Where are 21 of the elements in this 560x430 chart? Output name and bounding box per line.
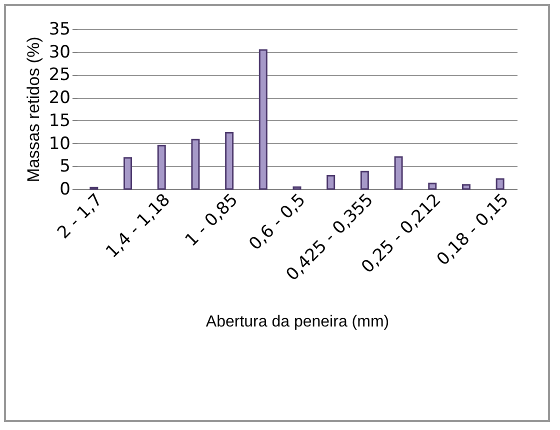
bar [258, 49, 268, 190]
y-tick-label: 0 [60, 180, 70, 200]
y-tick-label: 15 [48, 110, 70, 131]
y-tick-label: 25 [48, 65, 70, 86]
bar [462, 184, 470, 190]
y-tick-label: 10 [48, 134, 70, 154]
y-tick-label: 20 [48, 88, 70, 108]
bar [394, 156, 403, 190]
bar [124, 157, 132, 190]
bar [157, 144, 166, 190]
bar [496, 178, 504, 190]
y-tick-label: 35 [48, 20, 70, 40]
bar [225, 132, 234, 190]
bar [428, 182, 437, 190]
bar [360, 170, 369, 190]
y-tick-label: 5 [60, 156, 70, 177]
bar [326, 174, 336, 190]
x-axis-title: Abertura da peneira (mm) [206, 314, 390, 331]
bar [191, 138, 200, 190]
y-axis-title: Massas retidos (%) [24, 36, 43, 182]
y-tick-label: 30 [48, 42, 70, 62]
